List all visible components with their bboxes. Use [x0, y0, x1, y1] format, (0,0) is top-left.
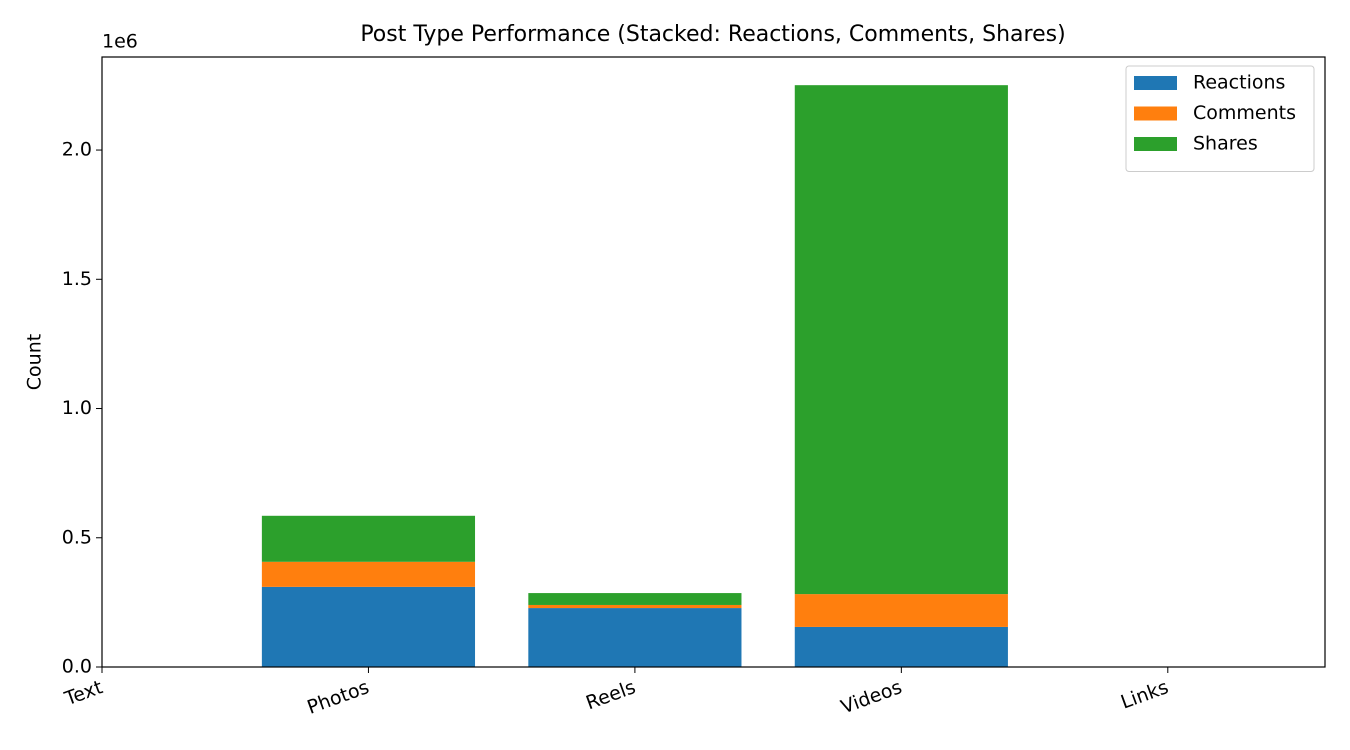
bar-segment — [528, 593, 742, 605]
bar-segment — [261, 561, 476, 587]
bar-segment — [261, 515, 476, 562]
y-tick-label: 1.0 — [62, 397, 92, 419]
chart-title: Post Type Performance (Stacked: Reaction… — [360, 22, 1065, 47]
y-axis-label: Count — [24, 334, 46, 390]
bar-segment — [528, 604, 742, 609]
x-tick-label: Text — [61, 676, 106, 710]
bar-segment — [528, 608, 742, 667]
x-tick-label: Videos — [838, 676, 905, 718]
bar-segment — [794, 626, 1008, 667]
bar-segment — [794, 594, 1008, 627]
legend-swatch — [1134, 137, 1177, 151]
x-tick-label: Photos — [304, 676, 372, 719]
y-tick-label: 1.5 — [62, 268, 92, 290]
y-tick-label: 0.0 — [62, 656, 92, 678]
x-tick-label: Links — [1118, 676, 1171, 713]
plot-frame — [101, 56, 1326, 668]
y-tick-label: 0.5 — [62, 526, 92, 548]
legend-label: Shares — [1193, 133, 1258, 155]
axis-offset: 1e6 — [102, 31, 138, 53]
bar-segment — [261, 586, 476, 667]
legend-label: Comments — [1193, 102, 1296, 124]
bar-segment — [794, 85, 1008, 595]
x-tick-label: Reels — [583, 676, 638, 714]
legend-label: Reactions — [1193, 72, 1285, 94]
y-tick-label: 2.0 — [62, 139, 92, 161]
legend-swatch — [1134, 76, 1177, 90]
legend-swatch — [1134, 106, 1177, 121]
